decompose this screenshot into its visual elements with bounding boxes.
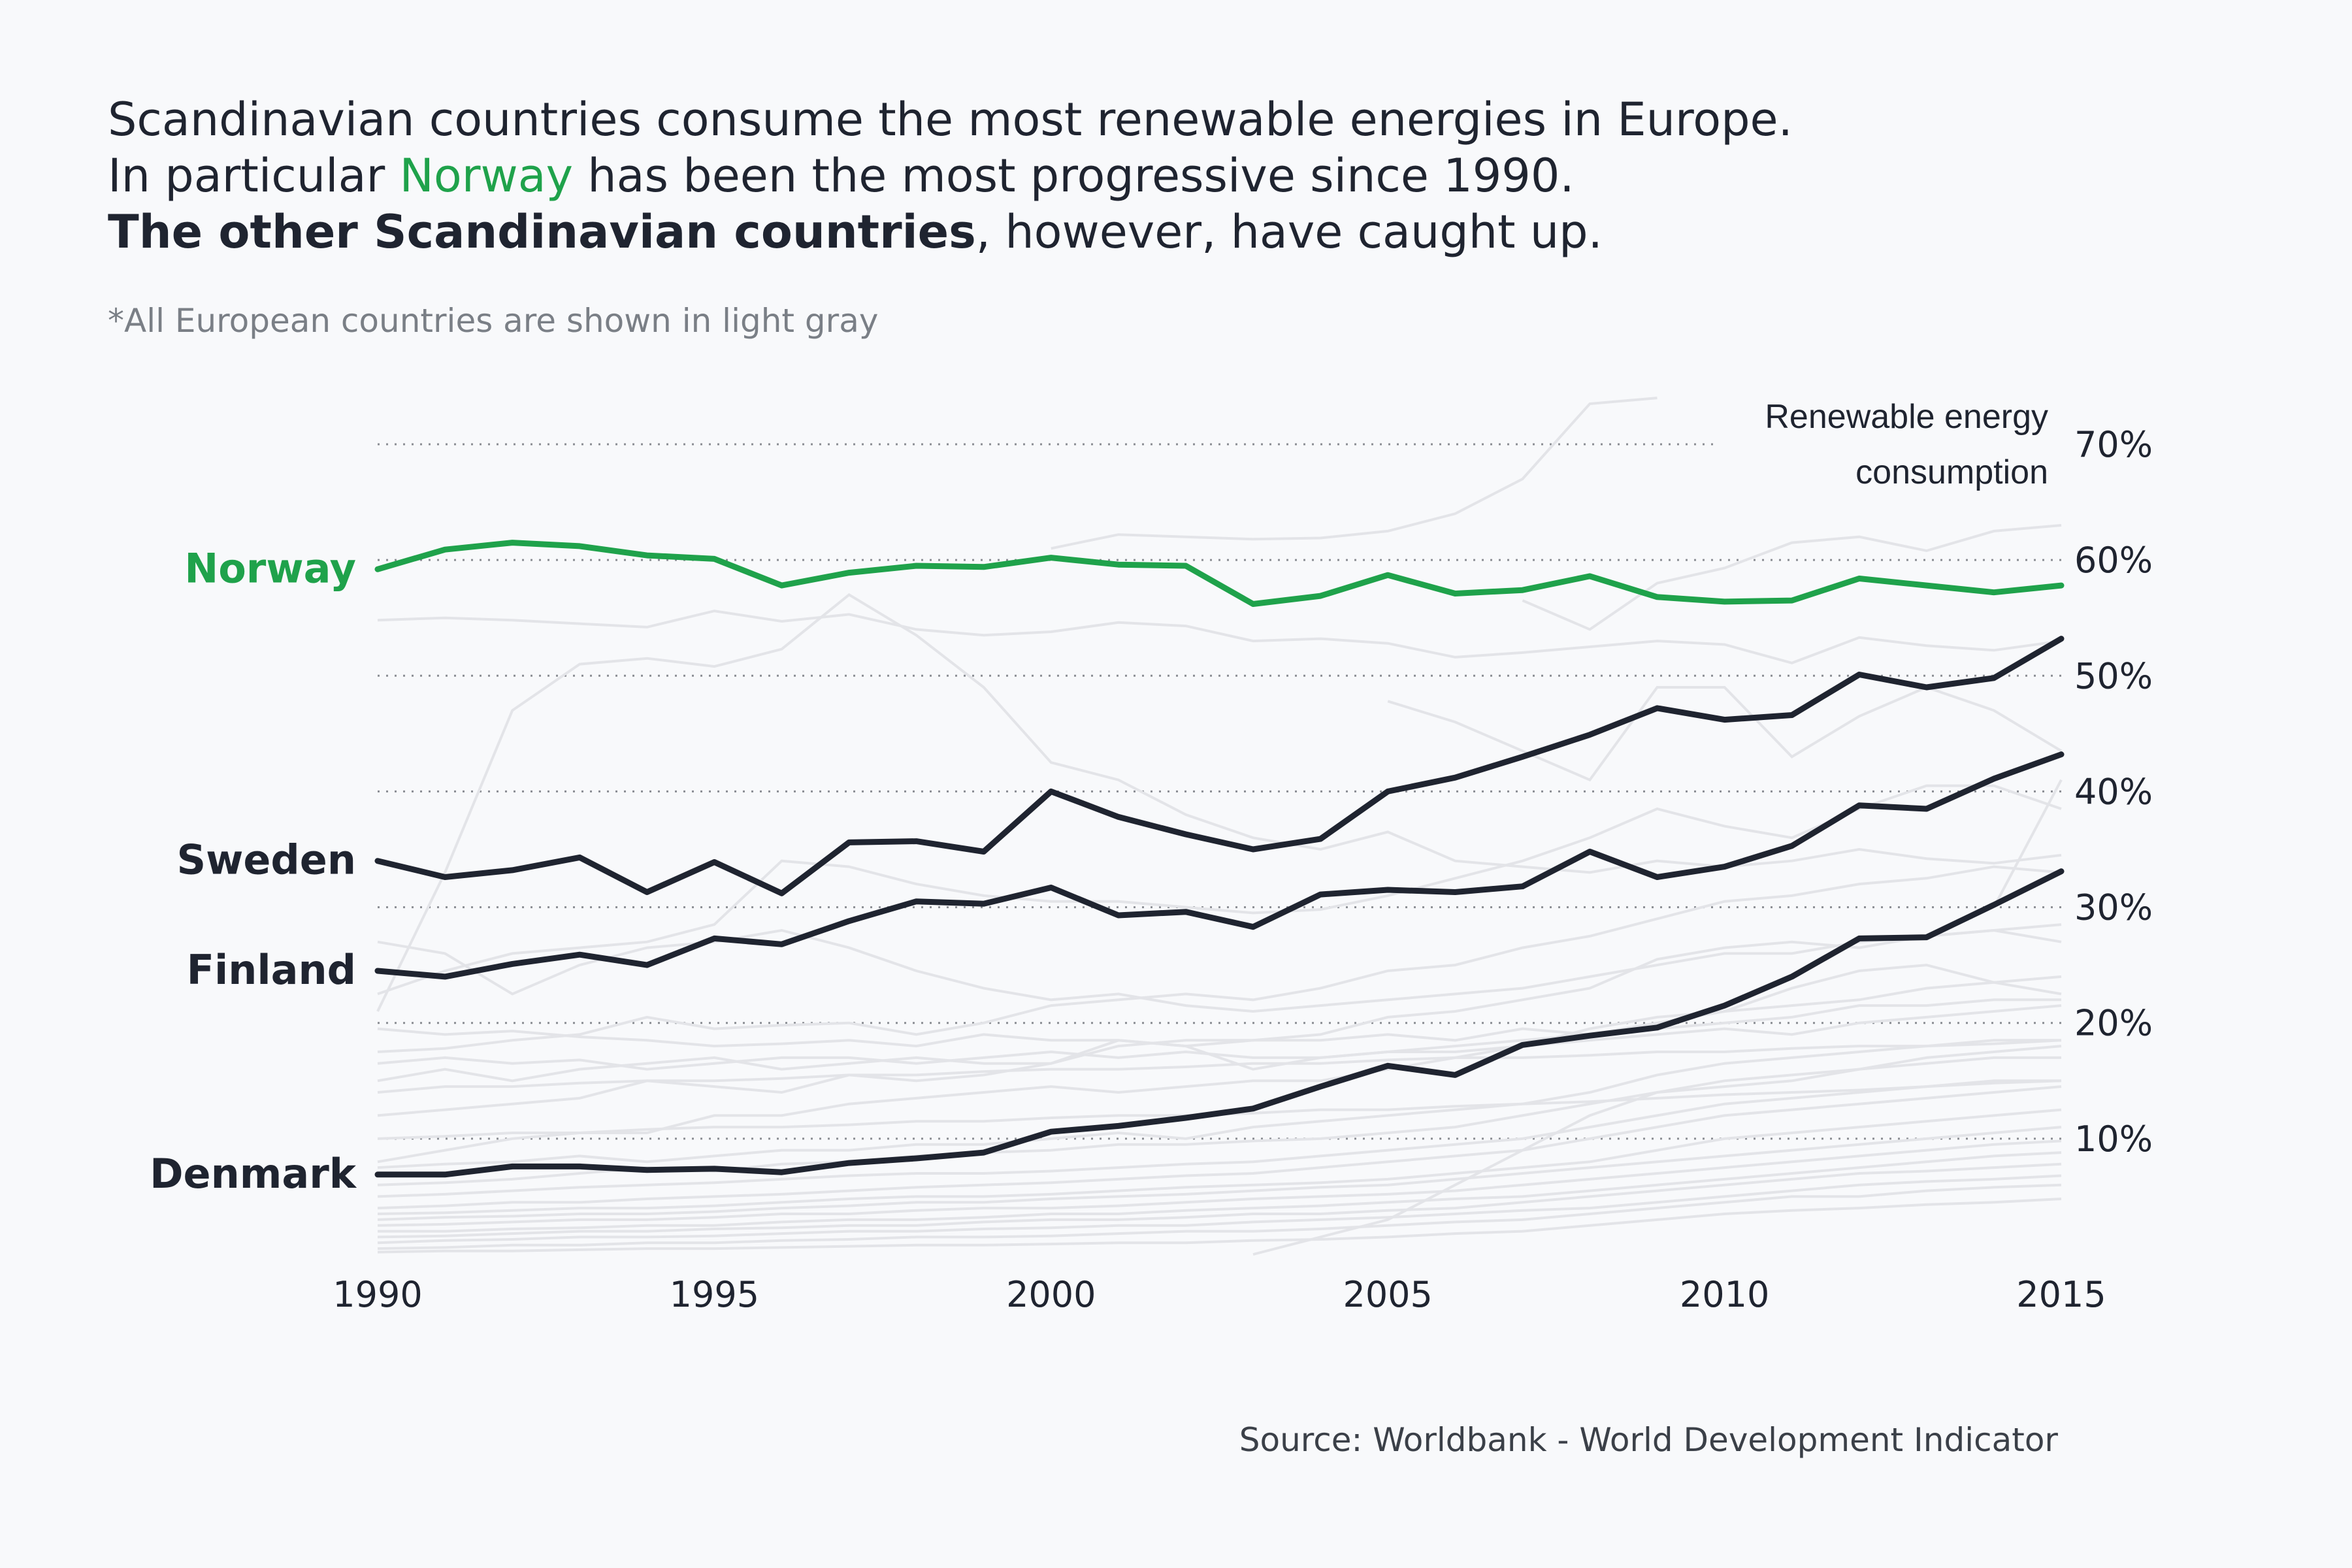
background-country-line — [377, 1126, 2062, 1221]
title-line-3-post: , however, have caught up. — [975, 205, 1603, 259]
background-country-line — [1522, 524, 2062, 631]
background-country-line — [377, 1139, 2062, 1227]
background-country-line — [377, 923, 2062, 1013]
gridlines — [378, 443, 2061, 1140]
denmark-line — [374, 868, 2065, 1178]
background-country-line — [376, 593, 2062, 1012]
y-tick-label: 20% — [2074, 1003, 2153, 1044]
y-axis-label-line: Renewable energy — [1765, 398, 2048, 436]
title-line-3-bold: The other Scandinavian countries — [108, 205, 976, 259]
title-line-1: Scandinavian countries consume the most … — [108, 93, 1793, 146]
background-country-line — [377, 1162, 2062, 1239]
highlighted-country-lines — [374, 540, 2065, 1178]
background-country-line — [377, 1039, 2061, 1169]
y-tick-label: 70% — [2074, 424, 2153, 465]
background-country-line — [377, 610, 2062, 664]
norway-label: Norway — [184, 544, 356, 592]
x-tick-label: 2015 — [2016, 1274, 2106, 1315]
background-country-line — [1252, 1045, 2062, 1256]
finland-line — [374, 751, 2065, 980]
background-country-line — [377, 784, 2062, 996]
denmark-label: Denmark — [150, 1150, 357, 1198]
y-tick-label: 30% — [2074, 887, 2153, 928]
chart-title: Scandinavian countries consume the most … — [108, 91, 1793, 260]
y-tick-label: 40% — [2074, 771, 2153, 812]
background-country-line — [378, 1151, 2062, 1233]
background-country-line — [377, 998, 2061, 1048]
background-country-line — [377, 1085, 2062, 1210]
background-country-line — [377, 1079, 2062, 1140]
y-tick-label: 50% — [2074, 655, 2153, 696]
title-line-2-pre: In particular — [108, 149, 400, 203]
background-country-line — [377, 1183, 2062, 1250]
x-axis-ticks: 1990 1995 2000 2005 2010 2015 — [333, 1274, 2106, 1315]
background-country-line — [377, 1004, 2062, 1071]
background-country-line — [1387, 685, 2063, 782]
background-country-line — [377, 928, 2062, 1083]
background-country-line — [377, 1108, 2062, 1215]
background-country-line — [377, 1198, 2062, 1254]
title-line-3: The other Scandinavian countries, howeve… — [108, 204, 1793, 260]
background-country-lines — [376, 397, 2063, 1256]
x-tick-label: 1990 — [333, 1274, 422, 1315]
background-country-line — [377, 1079, 2061, 1198]
sweden-label: Sweden — [176, 836, 356, 884]
country-labels: Norway Sweden Finland Denmark — [150, 544, 357, 1197]
title-line-2: In particular Norway has been the most p… — [108, 148, 1793, 204]
y-tick-label: 10% — [2074, 1119, 2153, 1160]
title-line-2-post: has been the most progressive since 1990… — [573, 149, 1575, 203]
source-note: Source: Worldbank - World Development In… — [1239, 1421, 2058, 1459]
background-country-line — [1993, 779, 2063, 908]
background-country-line — [1051, 397, 1658, 550]
title-norway-highlight: Norway — [399, 149, 574, 203]
finland-label: Finland — [187, 946, 356, 994]
x-tick-label: 1995 — [670, 1274, 759, 1315]
y-axis-ticks: 10% 20% 30% 40% 50% 60% 70% — [2074, 424, 2153, 1160]
norway-line — [374, 540, 2065, 607]
x-tick-label: 2005 — [1343, 1274, 1432, 1315]
x-tick-label: 2000 — [1006, 1274, 1096, 1315]
y-axis-label-line: consumption — [1855, 453, 2048, 491]
y-axis-label: Renewable energy consumption — [1765, 398, 2048, 491]
x-tick-label: 2010 — [1680, 1274, 1769, 1315]
sweden-line — [374, 636, 2065, 896]
chart-subtitle: *All European countries are shown in lig… — [108, 302, 879, 340]
background-country-line — [377, 1174, 2062, 1245]
background-country-line — [377, 1039, 2062, 1094]
y-tick-label: 60% — [2074, 540, 2153, 581]
background-country-line — [377, 865, 2062, 1053]
